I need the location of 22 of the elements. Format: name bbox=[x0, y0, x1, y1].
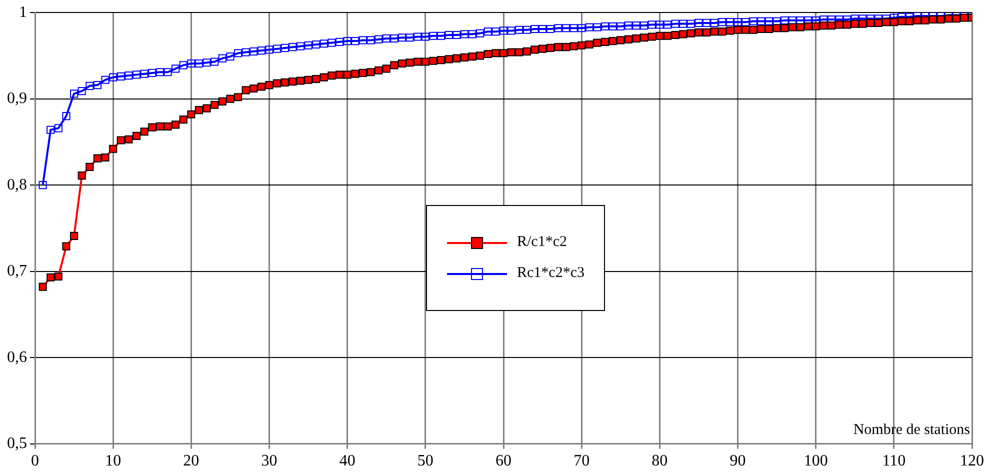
x-axis-title: Nombre de stations bbox=[853, 422, 970, 438]
x-tick-label: 110 bbox=[882, 452, 906, 470]
x-tick-label: 100 bbox=[804, 452, 828, 470]
x-tick-label: 30 bbox=[261, 452, 278, 470]
x-tick-label: 120 bbox=[960, 452, 984, 470]
x-tick-label: 50 bbox=[417, 452, 434, 470]
y-tick-label: 0,9 bbox=[7, 90, 27, 108]
x-tick-label: 70 bbox=[574, 452, 590, 470]
x-tick-label: 10 bbox=[105, 452, 122, 470]
y-tick-label: 1 bbox=[19, 4, 27, 21]
x-tick-label: 60 bbox=[496, 452, 512, 470]
y-tick-label: 0,5 bbox=[7, 435, 27, 452]
y-tick-label: 0,8 bbox=[7, 176, 27, 194]
legend-label: Rc1*c2*c3 bbox=[517, 265, 584, 282]
x-tick-label: 0 bbox=[31, 452, 39, 470]
x-tick-label: 20 bbox=[183, 452, 200, 470]
legend-label: R/c1*c2 bbox=[517, 234, 567, 252]
x-tick-label: 90 bbox=[730, 452, 746, 470]
x-tick-label: 40 bbox=[339, 452, 356, 470]
x-tick-label: 80 bbox=[652, 452, 668, 470]
y-tick-label: 0,7 bbox=[7, 262, 27, 280]
y-tick-label: 0,6 bbox=[7, 348, 27, 366]
